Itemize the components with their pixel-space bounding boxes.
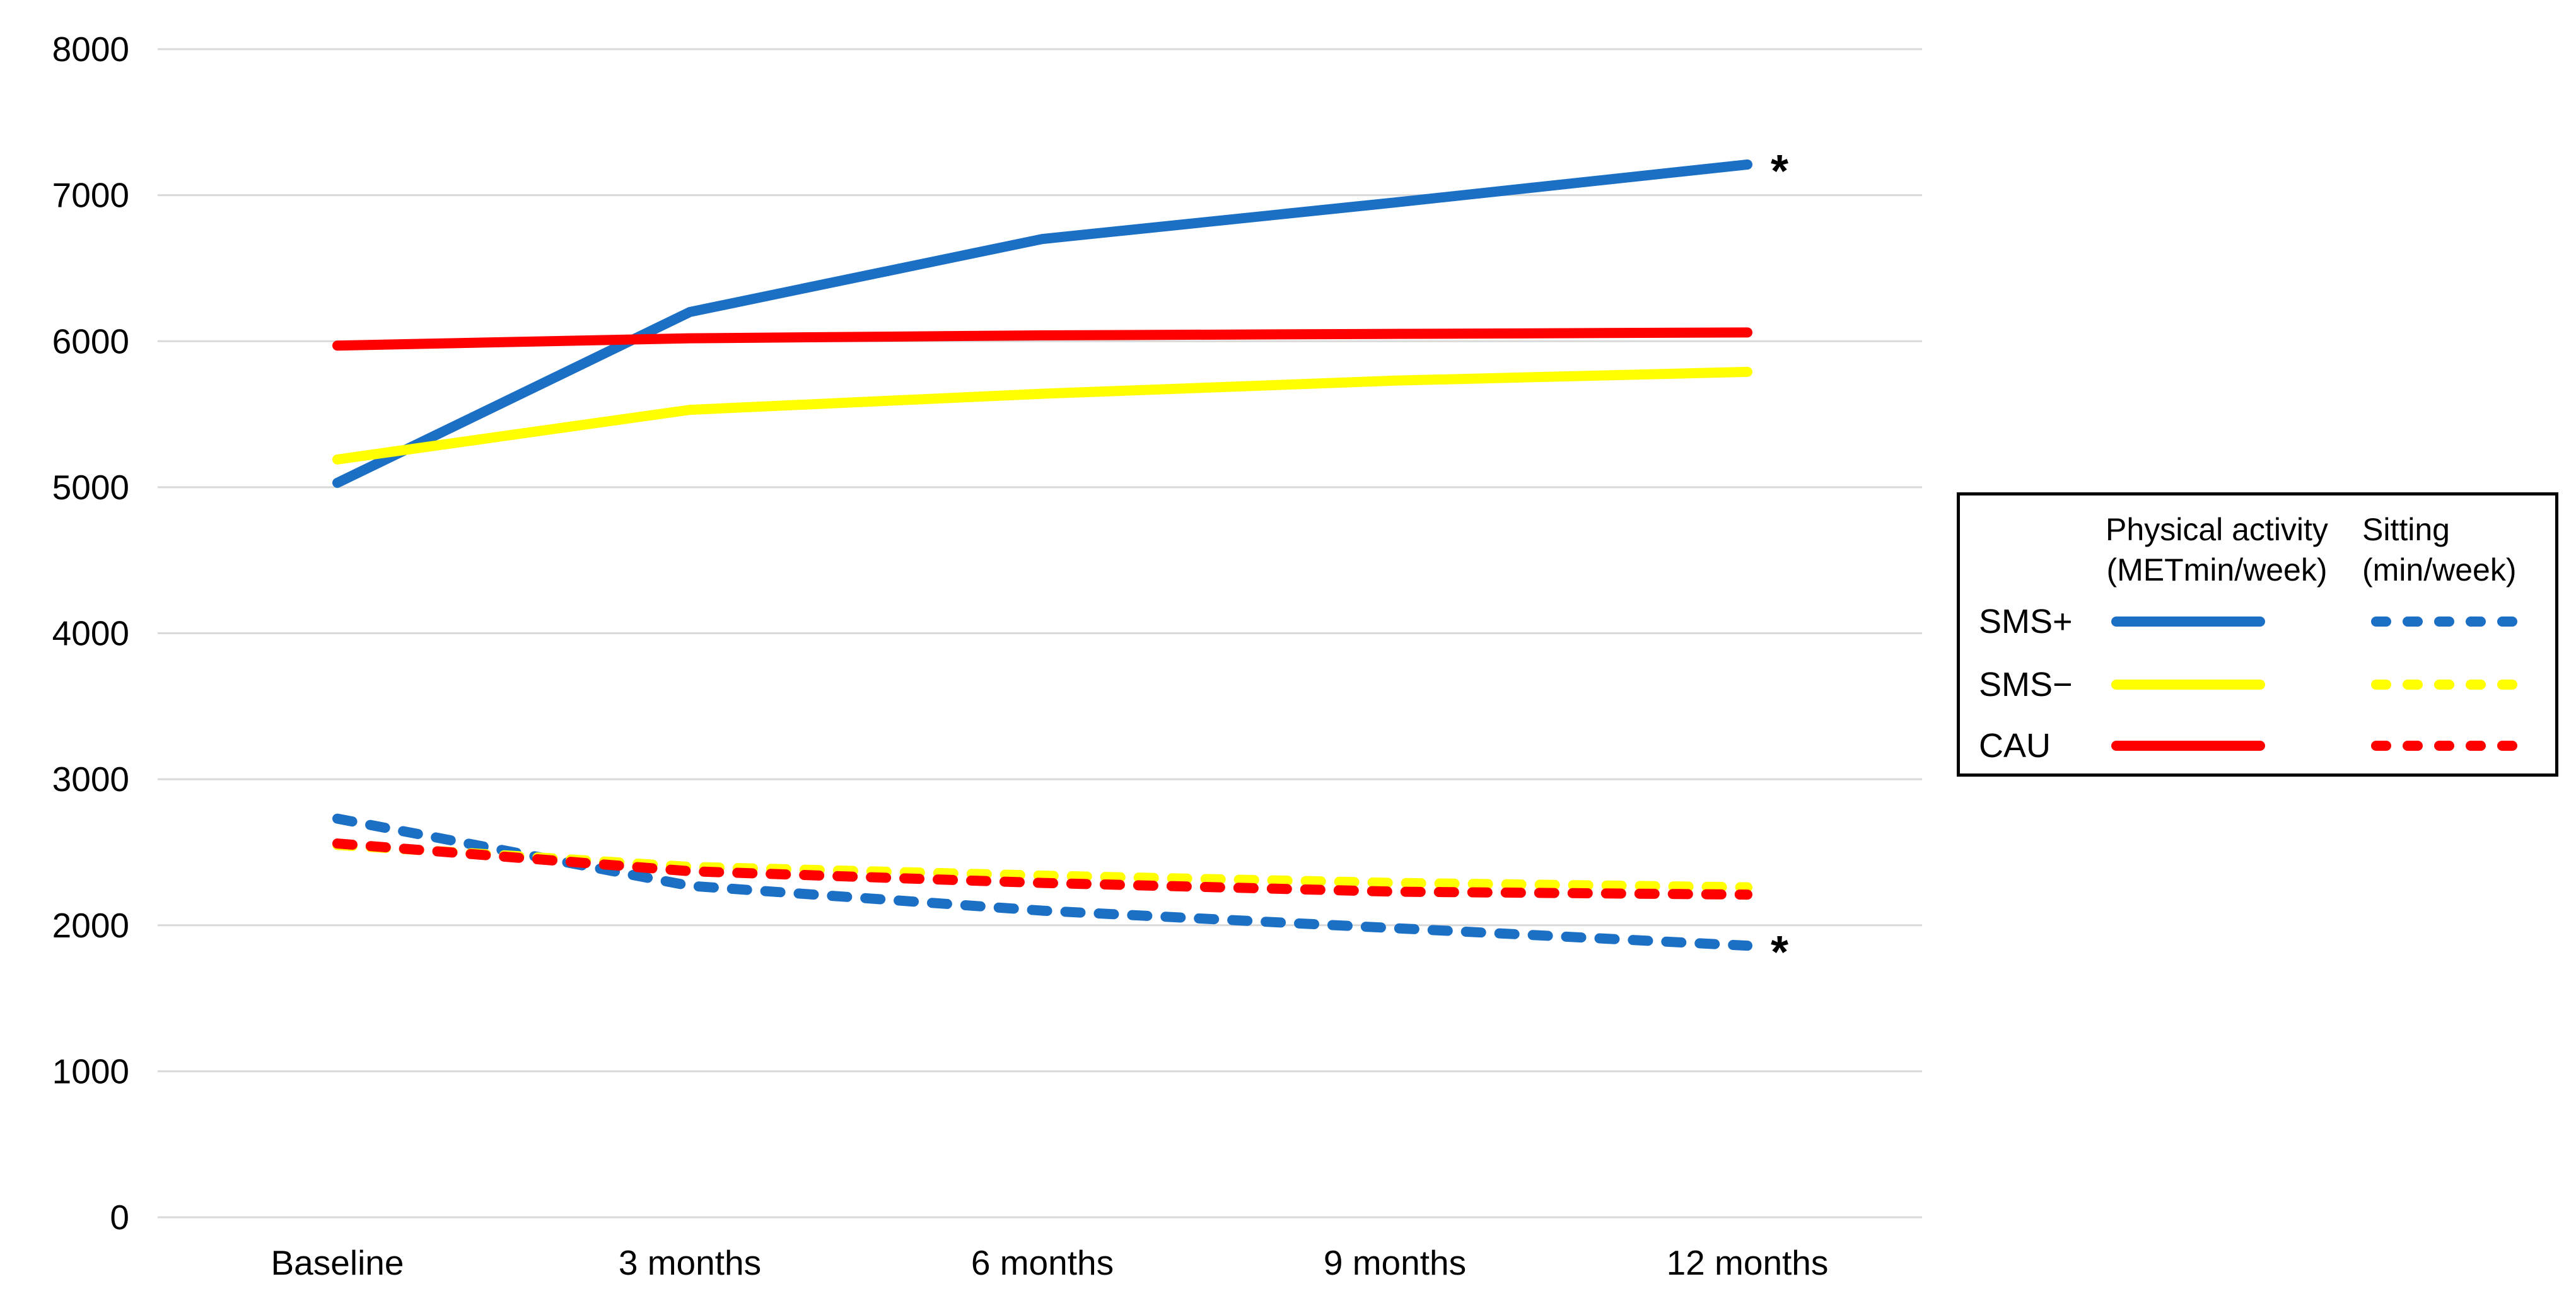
legend-swatch-sms-plus-dashed	[2371, 617, 2525, 627]
legend-col2-header-line2: (min/week)	[2362, 552, 2517, 588]
y-tick-label-6000: 6000	[52, 322, 129, 361]
series-line-sms_plus_pa	[332, 159, 1752, 488]
legend-swatch-cau-dashed	[2371, 741, 2525, 751]
y-tick-label-7000: 7000	[52, 176, 129, 215]
legend-swatch-sms-minus-solid	[2111, 680, 2265, 690]
legend-col1-header-line2: (METmin/week)	[2106, 552, 2328, 588]
legend-label-sms-plus: SMS+	[1979, 603, 2073, 640]
y-tick-label-1000: 1000	[52, 1051, 129, 1091]
chart-legend: Physical activity (METmin/week) Sitting …	[1957, 492, 2558, 777]
legend-col-header-sitting: Sitting (min/week)	[2362, 509, 2516, 590]
y-tick-label-2000: 2000	[52, 906, 129, 945]
legend-swatch-sms-plus-solid	[2111, 617, 2265, 627]
significance-asterisk-sms_plus_pa: *	[1771, 146, 1788, 197]
y-tick-label-5000: 5000	[52, 468, 129, 507]
x-tick-label-12-months: 12 months	[1667, 1243, 1829, 1282]
series-line-cau_sit	[332, 838, 1752, 900]
x-tick-label-baseline: Baseline	[271, 1243, 404, 1282]
legend-col-header-physical-activity: Physical activity (METmin/week)	[2042, 509, 2392, 590]
y-tick-label-0: 0	[110, 1198, 129, 1237]
x-tick-label-9-months: 9 months	[1324, 1243, 1466, 1282]
y-tick-label-4000: 4000	[52, 614, 129, 653]
legend-row-sms-minus: SMS−	[1960, 659, 2555, 710]
legend-row-cau: CAU	[1960, 721, 2555, 771]
legend-col2-header-line1: Sitting	[2362, 512, 2450, 547]
legend-label-cau: CAU	[1979, 727, 2051, 765]
series-line-sms_minus_pa	[332, 366, 1752, 465]
y-tick-label-8000: 8000	[52, 30, 129, 69]
series-line-cau_pa	[332, 327, 1752, 351]
x-tick-label-6-months: 6 months	[971, 1243, 1114, 1282]
legend-row-sms-plus: SMS+	[1960, 596, 2555, 647]
legend-swatch-sms-minus-dashed	[2371, 680, 2525, 690]
significance-asterisk-sms_plus_sit: *	[1771, 927, 1788, 978]
legend-swatch-cau-solid	[2111, 741, 2265, 751]
legend-col1-header-line1: Physical activity	[2106, 512, 2328, 547]
legend-label-sms-minus: SMS−	[1979, 666, 2073, 704]
y-tick-label-3000: 3000	[52, 760, 129, 799]
x-tick-label-3-months: 3 months	[619, 1243, 761, 1282]
